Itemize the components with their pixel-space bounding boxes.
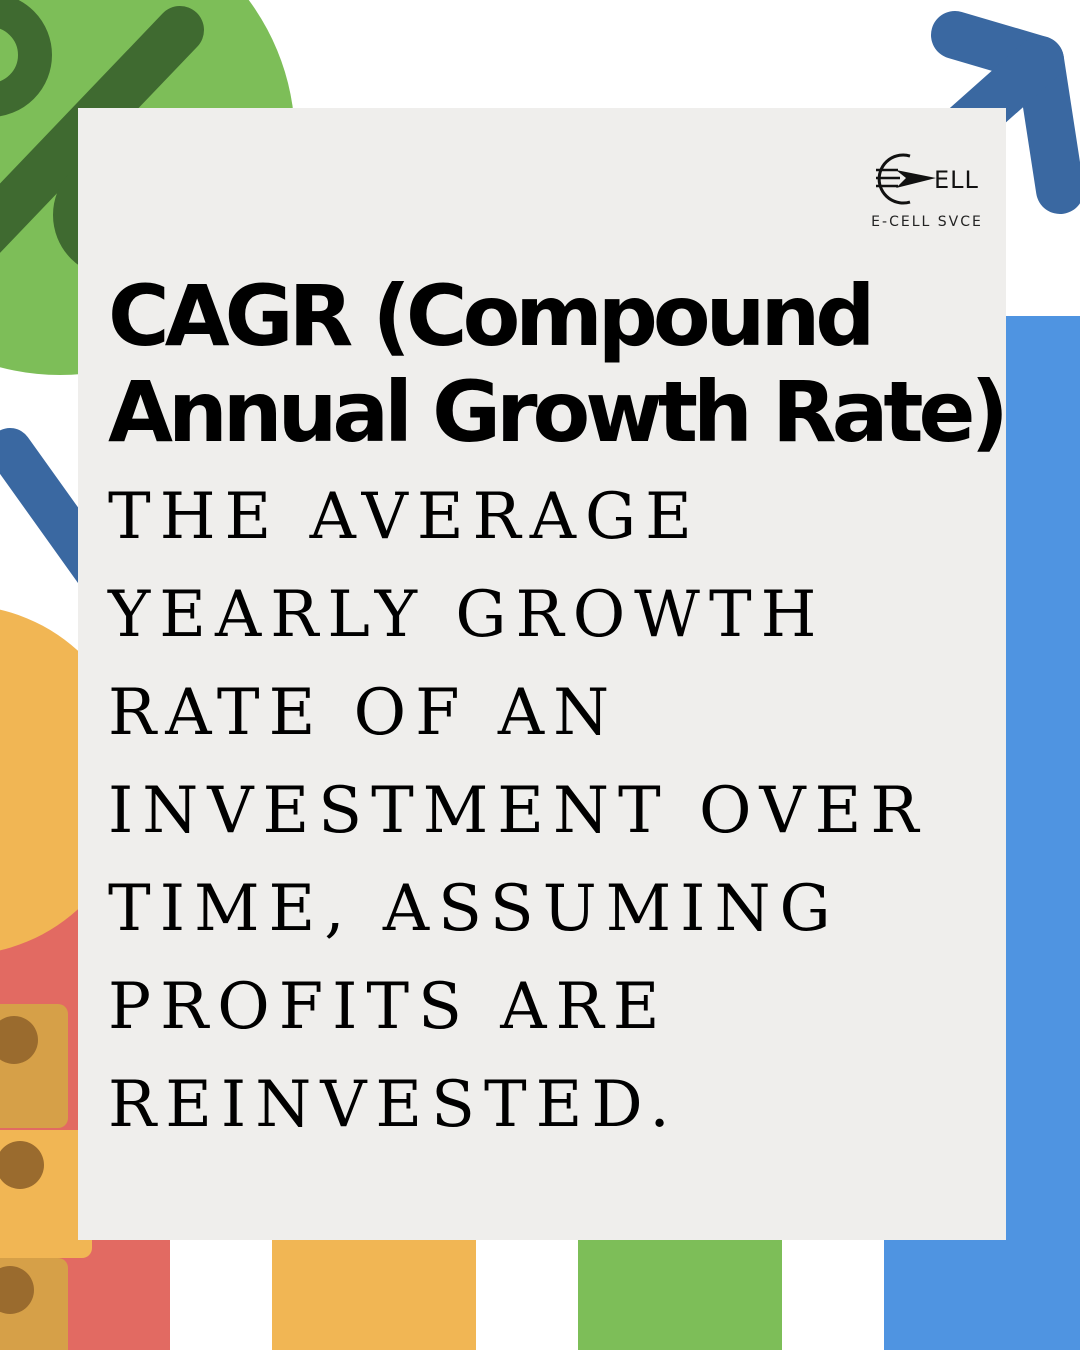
title-line: CAGR (Compound: [108, 267, 875, 365]
definition-line: RATE OF AN: [108, 676, 619, 750]
definition-line: YEARLY GROWTH: [108, 578, 826, 652]
logo-wordmark: ELL: [934, 166, 979, 194]
coin-stack-icon: [0, 1004, 92, 1350]
definition-line: TIME, ASSUMING: [108, 872, 840, 946]
orange-bar-icon: [272, 1240, 476, 1350]
brand-logo: ELL E-CELL SVCE: [862, 148, 992, 248]
green-bar-icon: [578, 1240, 782, 1350]
content-card: ELL E-CELL SVCE CAGR (Compound Annual Gr…: [78, 108, 1009, 1240]
definition-text: THE AVERAGE YEARLY GROWTH RATE OF AN INV…: [108, 468, 988, 1154]
logo-caption: E-CELL SVCE: [871, 214, 983, 230]
definition-line: PROFITS ARE: [108, 970, 669, 1044]
definition-line: REINVESTED.: [108, 1068, 679, 1142]
definition-line: THE AVERAGE: [108, 480, 701, 554]
ecell-rocket-icon: ELL: [876, 153, 979, 205]
page-title: CAGR (Compound Annual Growth Rate): [108, 267, 1009, 461]
title-line: Annual Growth Rate): [108, 363, 1009, 461]
definition-line: INVESTMENT OVER: [108, 774, 928, 848]
